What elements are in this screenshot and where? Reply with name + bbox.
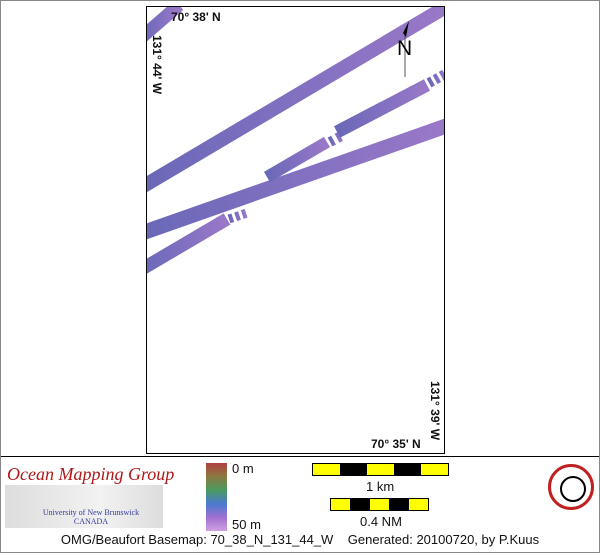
survey-swath: [147, 213, 231, 274]
generated-info: Generated: 20100720, by P.Kuus: [347, 532, 540, 547]
north-arrow-icon: [403, 21, 409, 77]
unb-geodesy-seal-logo: [548, 464, 594, 510]
footer: OMG/Beaufort Basemap: 70_38_N_131_44_W G…: [1, 532, 599, 547]
swath-layer: [147, 7, 444, 274]
omg-logo-image: [5, 485, 163, 528]
university-label: University of New Brunswick CANADA: [41, 508, 141, 526]
country-name: CANADA: [73, 517, 109, 526]
longitude-left-label: 131° 44' W: [150, 35, 164, 95]
km-scale-bar: [312, 463, 449, 476]
north-label: N: [397, 37, 413, 60]
survey-swath: [333, 79, 431, 138]
depth-min-label: 0 m: [232, 461, 254, 476]
survey-swath: [147, 7, 444, 193]
latitude-bottom-label: 70° 35' N: [371, 437, 421, 451]
group-name: Ocean Mapping Group: [7, 464, 175, 484]
survey-swath: [147, 118, 444, 240]
longitude-right-label: 131° 39' W: [428, 381, 442, 441]
latitude-top-label: 70° 38' N: [171, 10, 221, 24]
nm-scale-label: 0.4 NM: [360, 514, 402, 529]
divider: [1, 456, 599, 457]
depth-colorbar: [206, 463, 227, 531]
nm-scale-bar: [330, 498, 429, 511]
basemap-id: OMG/Beaufort Basemap: 70_38_N_131_44_W: [60, 532, 334, 547]
depth-max-label: 50 m: [232, 517, 261, 532]
km-scale-label: 1 km: [366, 479, 395, 494]
survey-swath: [426, 68, 444, 88]
university-name: University of New Brunswick: [42, 508, 140, 517]
survey-swath: [327, 130, 346, 147]
survey-swath: [227, 208, 249, 224]
bathymetry-map: 70° 38' N 131° 44' W 70° 35' N 131° 39' …: [146, 6, 445, 454]
survey-swath: [147, 7, 184, 42]
survey-swath: [263, 136, 331, 183]
